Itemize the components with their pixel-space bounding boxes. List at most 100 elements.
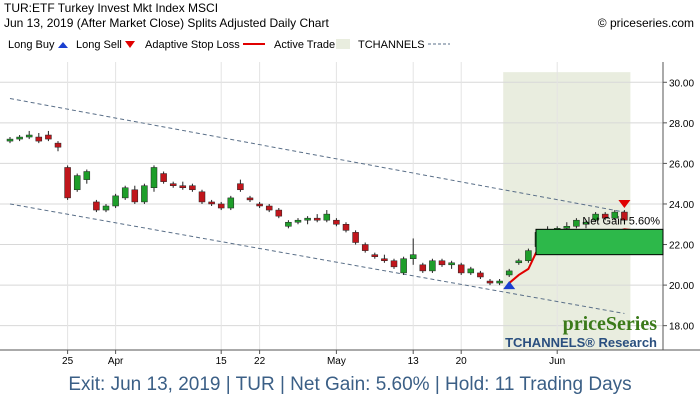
candle [121,185,129,200]
copyright-label: © priceseries.com [597,16,694,30]
candle [313,214,321,223]
candle [409,238,417,265]
active-trade-swatch [336,39,350,49]
legend-adaptive-stop-label: Adaptive Stop Loss [145,39,240,51]
candle [45,130,52,142]
candle [237,179,244,192]
candle [467,266,475,275]
candle [601,212,609,221]
candle-body-down [457,264,465,274]
candle-body-down [333,219,340,225]
x-tick-label: 22 [254,356,266,367]
candle-body-down [477,272,484,278]
candle-body-down [169,183,177,186]
candle-body-down [179,185,187,188]
candle-body-down [352,232,359,243]
grid [0,62,663,350]
candle-body-down [64,167,71,199]
candle [457,262,465,275]
candle [400,256,407,275]
candle-body-down [342,224,350,231]
y-tick-label: 22.00 [669,241,694,252]
candle-body-up [112,195,119,207]
candle [323,210,331,223]
net-gain-box [535,228,664,256]
candle-body-down [208,201,215,205]
candle [275,208,283,219]
candle [438,258,446,267]
legend: Long Buy Long Sell Adaptive Stop Loss Ac… [8,39,450,51]
candle [342,222,350,233]
x-tick-label: Jun [549,356,565,367]
net-gain-label: Net Gain 5.60% [582,215,660,227]
candle [390,258,398,269]
candle-body-down [621,211,628,221]
candle-body-up [25,134,33,138]
candle [25,130,33,140]
candle [361,242,369,253]
candle [16,135,23,142]
candle-body-down [189,185,196,191]
candle [217,201,225,211]
candle [371,252,379,259]
candle-body-down [371,254,379,257]
candle [304,216,311,225]
legend-tchannels-label: TCHANNELS [358,39,425,51]
candle [83,169,91,184]
candle-body-up [294,219,302,223]
candle [256,201,263,209]
candle [73,173,81,192]
active-trade-shading [503,72,631,351]
candle [141,183,148,204]
candle [227,195,235,211]
candle-body-up [121,187,129,199]
candle-body-down [217,203,225,209]
candle [525,248,532,263]
candle-body-down [419,264,427,272]
candle-body-down [198,191,206,203]
candle-body-up [285,221,292,227]
y-tick-label: 30.00 [669,78,694,89]
long-buy-marker-icon [503,281,516,290]
legend-long-sell-label: Long Sell [76,39,122,51]
candle-body-up [582,221,590,225]
candle-body-up [150,167,158,188]
candle-body-up [83,171,91,180]
candle [515,258,523,265]
candles [6,130,628,286]
x-tick-label: May [327,356,346,367]
candle [611,210,619,221]
candle-body-up [573,219,580,227]
candle [102,203,110,213]
legend-active-trade-label: Active Trade [274,39,335,51]
candle [419,262,427,273]
candle-body-up [611,211,619,219]
candle [160,171,167,184]
x-tick-label: 13 [408,356,420,367]
candle [54,141,62,152]
candle [294,218,302,225]
candle [64,165,71,200]
long-buy-arrow-icon [58,42,68,48]
candle-body-down [313,217,321,221]
candle [352,230,359,245]
y-tick-label: 26.00 [669,159,694,170]
candle-body-up [141,185,148,203]
candle [496,279,503,286]
candle-body-down [35,136,43,142]
candle [477,270,484,280]
candle-body-down [131,189,139,203]
candle-body-down [390,260,398,268]
candle-body-up [525,250,532,262]
candle-body-down [160,173,167,182]
candle [582,220,590,229]
candle-body-up [227,197,235,209]
x-tick-label: 25 [62,356,74,367]
candle-body-down [438,260,446,266]
candle [381,254,388,263]
candle [198,189,206,204]
y-tick-label: 28.00 [669,119,694,130]
candle [246,195,254,202]
candle-body-up [448,262,455,266]
footer-summary: Exit: Jun 13, 2019 | TUR | Net Gain: 5.6… [0,370,700,400]
